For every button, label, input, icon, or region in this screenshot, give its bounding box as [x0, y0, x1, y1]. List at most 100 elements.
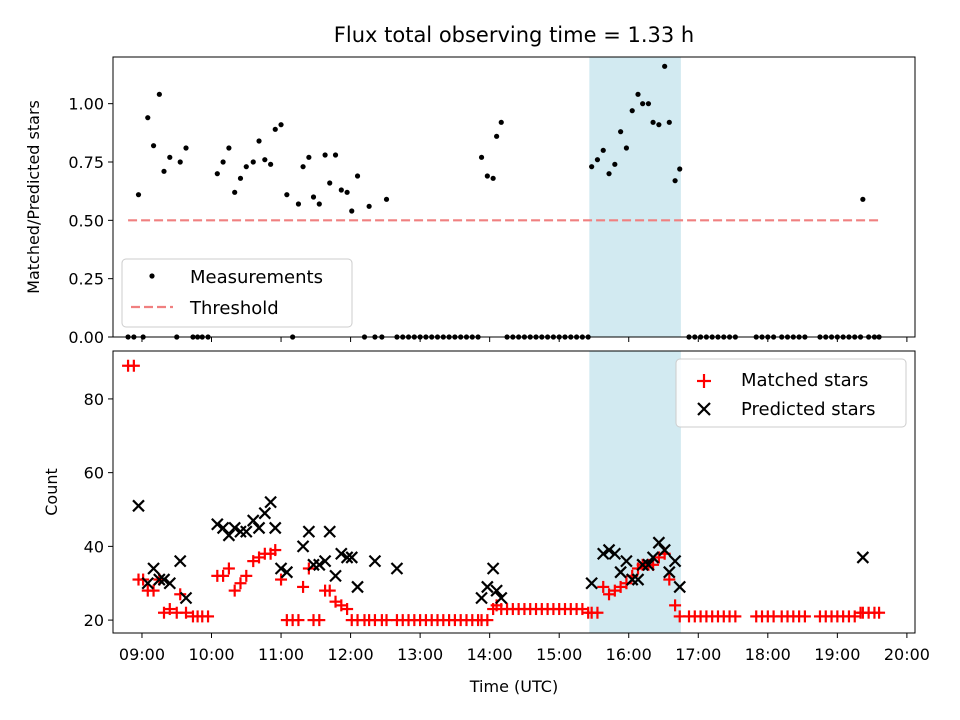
measurement-point: [860, 196, 866, 202]
measurement-point: [268, 161, 274, 167]
predicted-star-point: [390, 562, 404, 575]
bottom-y-ticks: 20 40 60 80: [84, 390, 113, 630]
matched-star-point: [323, 584, 336, 597]
measurement-point: [677, 166, 683, 172]
predicted-star-point: [596, 547, 610, 561]
x-tick-label: 16:00: [606, 645, 652, 664]
top-axes-frame: [112, 56, 916, 338]
predicted-star-point: [475, 591, 488, 605]
measurement-point: [612, 161, 618, 167]
measurement-point: [237, 175, 244, 181]
measurement-point: [284, 192, 290, 198]
measurement-point: [332, 152, 339, 158]
matched-star-point: [127, 359, 140, 372]
measurement-point: [623, 145, 630, 151]
x-tick-label: 20:00: [884, 645, 930, 664]
predicted-star-point: [631, 573, 645, 586]
measurement-point: [262, 157, 268, 163]
predicted-star-point: [340, 551, 354, 564]
x-tick-label: 17:00: [675, 645, 721, 664]
top-x-ticks: [141, 337, 908, 342]
x-tick-label: 09:00: [119, 645, 165, 664]
matched-star-point: [292, 614, 305, 627]
bottom-y-tick-label: 40: [84, 537, 104, 556]
predicted-star-point: [222, 529, 236, 542]
predicted-star-point: [132, 499, 145, 513]
matched-star-point: [269, 544, 282, 557]
measurement-point: [494, 133, 500, 139]
predicted-star-point: [345, 551, 359, 564]
measurement-point: [167, 154, 173, 160]
legend-measurements-label: Measurements: [190, 267, 323, 288]
top-y-tick-label: 0.25: [68, 270, 104, 289]
matched-star-point: [147, 584, 160, 597]
predicted-star-point: [147, 562, 160, 575]
measurement-point: [316, 201, 322, 207]
measurement-point: [156, 91, 162, 97]
measurement-point: [295, 201, 302, 207]
x-tick-label: 14:00: [467, 645, 513, 664]
top-y-tick-label: 0.50: [68, 211, 104, 230]
matched-star-point: [174, 588, 187, 601]
measurement-point: [594, 157, 601, 163]
predicted-star-point: [163, 576, 177, 590]
matched-star-point: [202, 610, 215, 623]
measurement-point: [250, 159, 256, 165]
predicted-star-point: [240, 525, 253, 538]
x-tick-label: 19:00: [814, 645, 860, 664]
measurement-point: [272, 126, 278, 132]
measurement-point: [650, 119, 656, 125]
predicted-star-point: [602, 543, 616, 557]
predicted-star-point: [296, 540, 310, 553]
bottom-panel: 20 40 60 80 09:00 10:00 11:00 12:00 13:00 14:00 1…: [42, 350, 930, 664]
matched-star-point: [798, 610, 811, 623]
measurement-point: [256, 138, 262, 144]
bottom-legend-box: [675, 358, 907, 428]
measurement-point: [232, 189, 238, 195]
measurement-point: [629, 108, 635, 114]
predicted-star-point: [268, 521, 282, 535]
measurement-point: [589, 164, 595, 170]
matched-star-point: [729, 610, 742, 623]
predicted-star-point: [216, 521, 230, 535]
measurement-points: [125, 63, 882, 340]
legend-matched-label: Matched stars: [741, 370, 868, 391]
predicted-star-point: [323, 525, 337, 538]
matched-star-point: [873, 606, 886, 619]
predicted-star-point: [494, 591, 508, 605]
matched-star-point: [591, 606, 604, 619]
measurement-point: [349, 208, 355, 214]
matched-star-point: [234, 577, 247, 590]
legend-predicted-marker: [697, 402, 711, 416]
bottom-y-tick-label: 60: [84, 464, 104, 483]
top-y-axis-label: Matched/Predicted stars: [24, 100, 43, 294]
matched-star-point: [228, 584, 241, 597]
measurement-point: [490, 175, 496, 181]
matched-star-point: [163, 603, 176, 616]
x-tick-label: 12:00: [328, 645, 374, 664]
measurement-point: [344, 189, 350, 195]
legend-measurements-marker: [149, 273, 155, 279]
measurement-point: [300, 164, 306, 170]
top-highlight-band: [589, 57, 681, 337]
predicted-star-point: [856, 551, 870, 564]
matched-star-point: [240, 569, 253, 582]
measurement-point: [662, 63, 668, 69]
measurement-point: [306, 154, 312, 160]
predicted-star-point: [673, 580, 687, 594]
predicted-star-point: [141, 576, 155, 590]
matched-star-point: [180, 606, 193, 619]
bottom-axes-frame: [112, 350, 916, 634]
predicted-star-point: [329, 569, 342, 583]
predicted-star-point: [318, 554, 332, 568]
matched-star-point: [669, 599, 682, 612]
measurement-point: [183, 145, 189, 151]
bottom-y-tick-label: 20: [84, 611, 104, 630]
measurement-point: [484, 173, 490, 179]
matched-star-point: [597, 580, 610, 593]
measurement-point: [145, 115, 151, 121]
top-legend: Measurements Threshold: [121, 258, 353, 328]
top-panel: 0.00 0.25 0.50 0.75 1.00 Matched/Predicted s…: [24, 56, 916, 347]
x-tick-label: 15:00: [536, 645, 582, 664]
